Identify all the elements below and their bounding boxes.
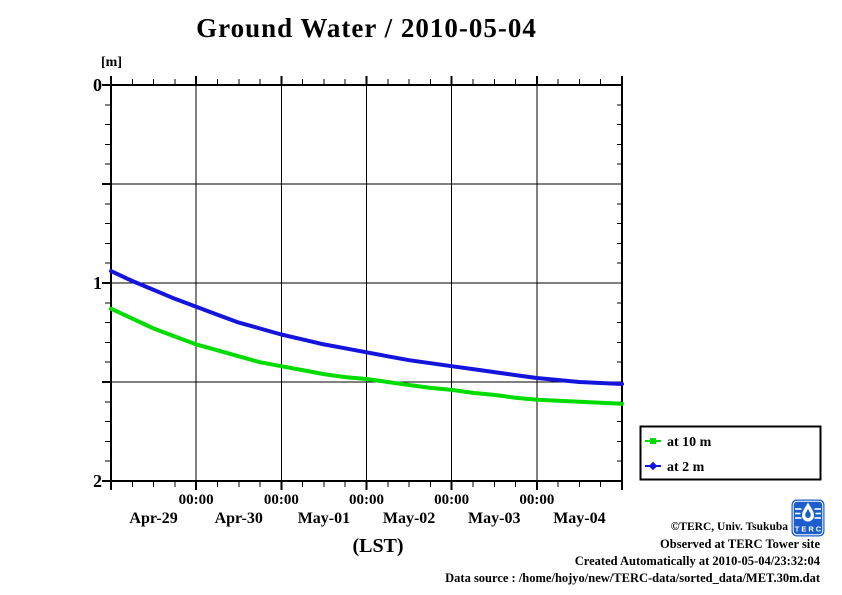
footer-created-timestamp: Created Automatically at 2010-05-04/23:3… — [574, 554, 820, 568]
footer-credit: ©TERC, Univ. Tsukuba — [670, 521, 788, 533]
chart-title: Ground Water / 2010-05-04 — [196, 13, 537, 43]
y-axis-unit-label: [m] — [101, 55, 122, 70]
terc-logo-inner-border — [792, 500, 824, 536]
x-axis-label: (LST) — [352, 535, 404, 557]
y-tick-label: 2 — [93, 471, 102, 491]
legend-entry-label: at 2 m — [667, 460, 705, 475]
x-tick-time-label: 00:00 — [178, 492, 214, 508]
legend-entry-label: at 10 m — [667, 435, 712, 450]
x-tick-time-label: 00:00 — [519, 492, 555, 508]
legend-diamond-marker-icon — [648, 461, 658, 471]
x-tick-date-label: May-02 — [382, 510, 436, 527]
x-tick-time-label: 00:00 — [263, 492, 299, 508]
water-drop-inner-icon — [805, 509, 811, 518]
x-tick-date-label: May-03 — [468, 510, 521, 527]
x-tick-date-label: May-01 — [297, 510, 351, 527]
terc-logo-text: TERC — [795, 525, 823, 534]
series-line-at-2-m — [109, 269, 624, 386]
plot-border — [110, 84, 623, 482]
terc-logo-stripes — [795, 508, 821, 519]
y-tick-label: 1 — [93, 273, 102, 293]
x-tick-date-label: May-04 — [553, 510, 606, 527]
x-tick-date-label: Apr-29 — [129, 510, 178, 527]
series-line-at-10-m — [109, 306, 624, 406]
x-tick-time-label: 00:00 — [349, 492, 384, 508]
footer-data-source: Data source : /home/hojyo/new/TERC-data/… — [445, 571, 820, 585]
footer-observed-site: Observed at TERC Tower site — [660, 537, 820, 551]
x-tick-date-label: Apr-30 — [214, 510, 263, 527]
legend-square-marker-icon — [650, 438, 656, 444]
x-tick-time-label: 00:00 — [434, 492, 470, 508]
y-tick-label: 0 — [93, 75, 102, 95]
terc-logo: TERC — [791, 499, 825, 537]
legend-box — [639, 425, 822, 481]
